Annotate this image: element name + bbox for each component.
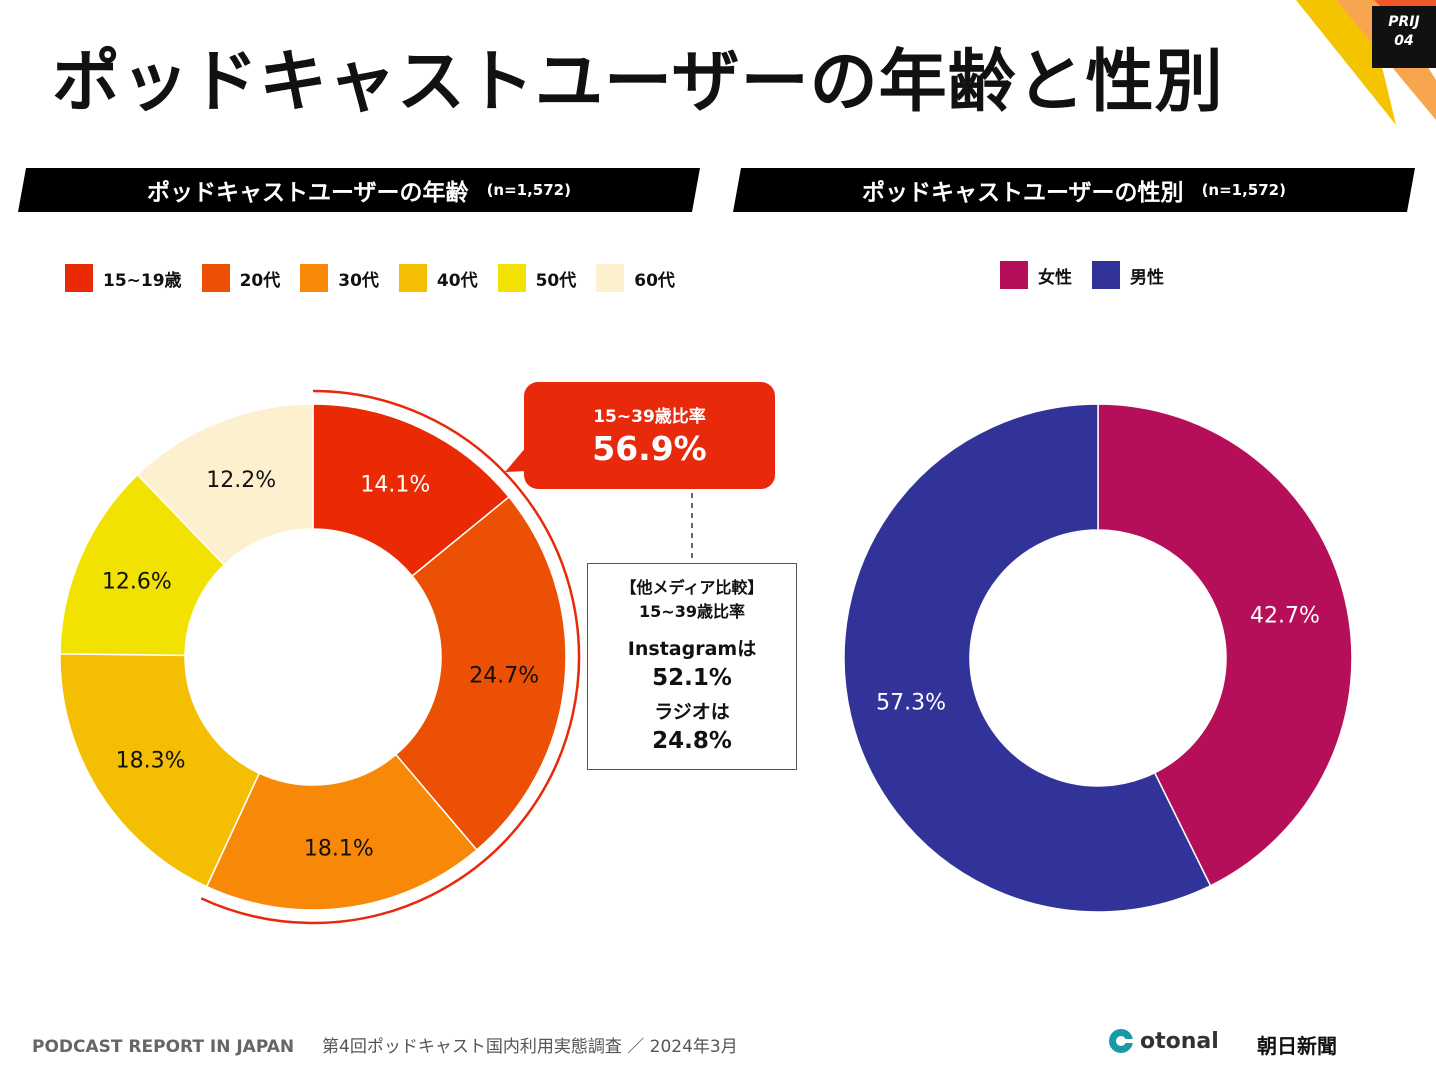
page-title: ポッドキャストユーザーの年齢と性別: [52, 43, 1224, 122]
age-legend-label: 50代: [535, 270, 577, 291]
age-slice-2: [394, 495, 567, 851]
radio-label: ラジオは: [654, 701, 730, 723]
callout-value: 56.9%: [592, 429, 707, 468]
age-legend-item: 50代: [497, 264, 577, 292]
instagram-value: 52.1%: [652, 665, 732, 691]
media-comparison-box: 【他メディア比較】 15~39歳比率 Instagramは 52.1% ラジオは…: [587, 563, 797, 770]
age-legend-label: 20代: [239, 270, 281, 291]
age-legend: 15~19歳 20代 30代 40代 50代 60代: [65, 264, 695, 292]
age-legend-item: 20代: [201, 264, 281, 292]
callout-label: 15~39歳比率: [593, 407, 706, 427]
age-label-6: 12.2%: [206, 468, 276, 493]
age-legend-item: 30代: [300, 264, 379, 292]
radio-value: 24.8%: [652, 728, 732, 754]
age-chart-title: ポッドキャストユーザーの年齢: [147, 180, 469, 206]
age-legend-swatch: [596, 264, 625, 292]
instagram-label: Instagramは: [627, 638, 757, 660]
young-ratio-arc: [200, 389, 581, 925]
footer-survey: 第4回ポッドキャスト国内利用実態調査 ／ 2024年3月: [322, 1037, 738, 1057]
otonal-mark-icon: [1109, 1029, 1134, 1053]
age-legend-item: 60代: [596, 264, 675, 292]
age-legend-item: 15~19歳: [65, 264, 182, 292]
compare-heading: 【他メディア比較】: [620, 578, 764, 597]
otonal-logo-text: otonal: [1140, 1028, 1219, 1054]
gender-label-1: 42.7%: [1250, 603, 1320, 628]
gender-donut: 42.7% 57.3%: [843, 403, 1353, 913]
gender-chart-title: ポッドキャストユーザーの性別: [862, 180, 1184, 206]
gender-legend-item: 女性: [1000, 261, 1072, 289]
age-label-5: 12.6%: [102, 570, 172, 595]
gender-chart-banner: ポッドキャストユーザーの性別 (n=1,572): [733, 168, 1415, 212]
page-badge: PRIJ 04: [1372, 6, 1436, 68]
age-legend-label: 60代: [634, 270, 675, 291]
age-slice-5: [59, 473, 226, 657]
age-label-2: 24.7%: [469, 663, 539, 688]
age-legend-swatch: [201, 264, 230, 292]
compare-subheading: 15~39歳比率: [639, 602, 745, 621]
age-legend-label: 40代: [436, 270, 478, 291]
age-label-1: 14.1%: [360, 473, 430, 498]
age-label-4: 18.3%: [116, 748, 186, 773]
asahi-logo: 朝日新聞: [1257, 1034, 1337, 1058]
badge-line1: PRIJ: [1388, 14, 1420, 30]
gender-chart-n: (n=1,572): [1201, 181, 1286, 199]
age-legend-swatch: [497, 264, 526, 292]
gender-legend-swatch: [1092, 261, 1120, 289]
age-legend-label: 30代: [338, 270, 379, 291]
age-legend-item: 40代: [398, 264, 478, 292]
age-donut: 14.1% 24.7% 18.1% 18.3% 12.6% 12.2%: [59, 403, 567, 911]
age-chart-banner: ポッドキャストユーザーの年齢 (n=1,572): [18, 168, 700, 212]
age-legend-swatch: [65, 264, 93, 292]
gender-legend: 女性 男性: [1000, 261, 1184, 289]
age-legend-label: 15~19歳: [103, 270, 182, 291]
gender-slice-1: [1097, 403, 1353, 887]
age-chart-n: (n=1,572): [486, 181, 571, 199]
age-slice-6: [136, 403, 314, 566]
gender-legend-label: 女性: [1038, 267, 1072, 288]
otonal-logo: otonal: [1108, 1028, 1219, 1054]
footer-report: PODCAST REPORT IN JAPAN: [32, 1037, 295, 1057]
gender-slice-2: [843, 403, 1212, 913]
age-slice-3: [205, 753, 478, 911]
badge-line2: 04: [1394, 33, 1414, 49]
footer: PODCAST REPORT IN JAPAN 第4回ポッドキャスト国内利用実態…: [32, 1032, 738, 1057]
gender-legend-item: 男性: [1092, 261, 1164, 289]
age-label-3: 18.1%: [304, 836, 374, 861]
gender-legend-label: 男性: [1130, 267, 1164, 288]
age-legend-swatch: [398, 264, 427, 292]
age-legend-swatch: [300, 264, 329, 292]
age-slice-4: [59, 653, 261, 888]
young-ratio-callout: 15~39歳比率 56.9%: [524, 382, 775, 489]
gender-label-2: 57.3%: [876, 691, 946, 716]
gender-legend-swatch: [1000, 261, 1028, 289]
